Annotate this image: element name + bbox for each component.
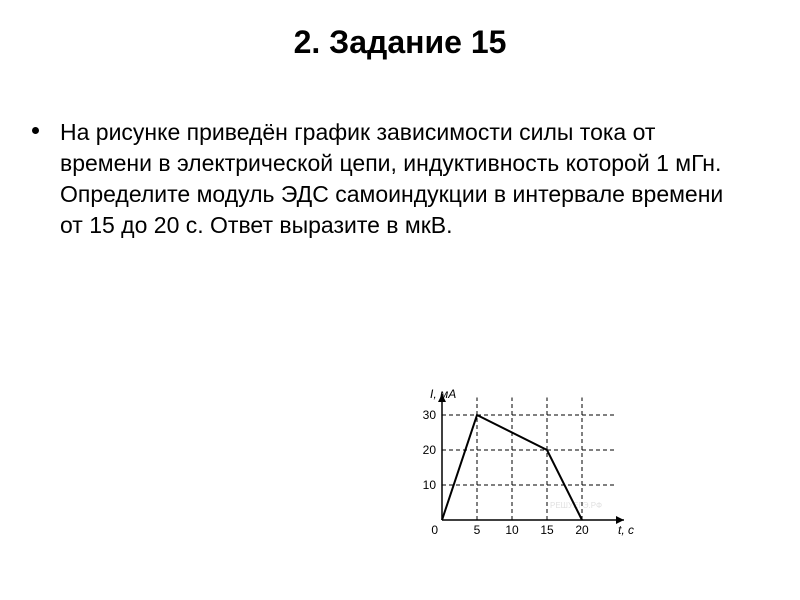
problem-text: На рисунке приведён график зависимости с… — [60, 117, 740, 241]
svg-text:20: 20 — [423, 443, 437, 457]
svg-text:5: 5 — [474, 523, 481, 537]
x-axis-label: t, с — [618, 523, 634, 537]
svg-text:0: 0 — [431, 523, 438, 537]
chart: 0 5 10 15 20 10 20 30 I, мА t, с РЕШУЕГЭ.РФ — [400, 380, 640, 550]
chart-ticks: 0 5 10 15 20 10 20 30 — [423, 408, 589, 537]
svg-text:30: 30 — [423, 408, 437, 422]
page: 2. Задание 15 На рисунке приведён график… — [0, 0, 800, 600]
svg-text:20: 20 — [575, 523, 589, 537]
y-axis-label: I, мА — [430, 387, 456, 401]
svg-text:10: 10 — [423, 478, 437, 492]
svg-text:15: 15 — [540, 523, 554, 537]
chart-watermark: РЕШУЕГЭ.РФ — [550, 501, 602, 510]
page-title: 2. Задание 15 — [60, 24, 740, 61]
problem-text-content: На рисунке приведён график зависимости с… — [60, 119, 723, 238]
bullet-icon — [32, 127, 39, 134]
svg-text:10: 10 — [505, 523, 519, 537]
chart-svg: 0 5 10 15 20 10 20 30 I, мА t, с РЕШУЕГЭ.РФ — [400, 380, 640, 550]
